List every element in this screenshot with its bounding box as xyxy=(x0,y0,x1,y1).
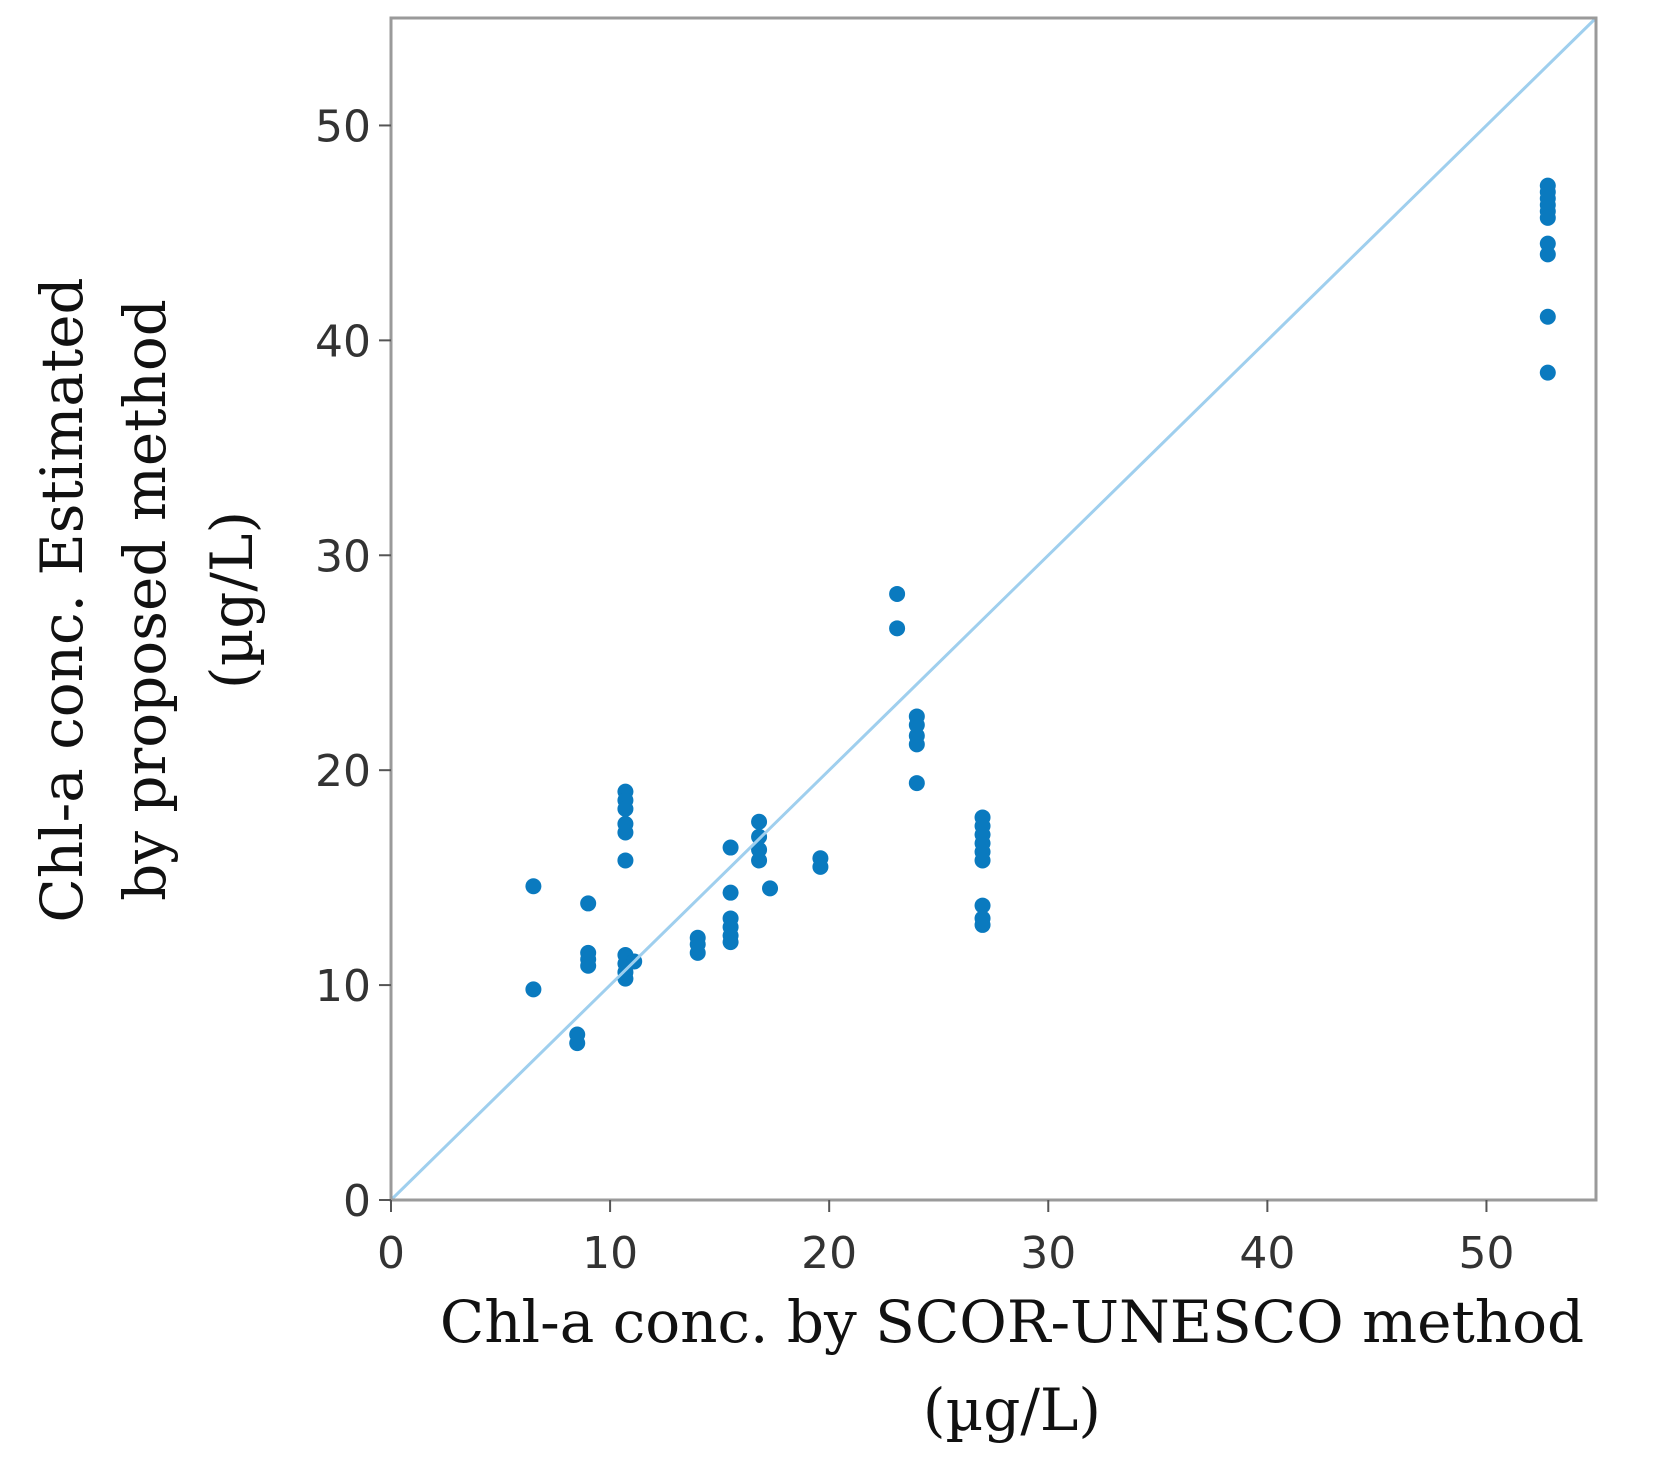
data-point xyxy=(617,824,634,841)
x-axis-title-line-2: (µg/L) xyxy=(923,1376,1101,1444)
data-point xyxy=(751,852,768,869)
y-axis-title-line-2: by proposed method xyxy=(111,299,179,901)
x-tick-label: 10 xyxy=(582,1228,638,1279)
data-point xyxy=(722,934,739,951)
y-tick-label: 0 xyxy=(343,1176,371,1227)
x-tick-label: 30 xyxy=(1020,1228,1076,1279)
reference-line-y-equals-x xyxy=(389,16,1598,1202)
axis-titles: Chl-a conc. by SCOR-UNESCO method (µg/L)… xyxy=(28,277,1584,1444)
data-point xyxy=(617,800,634,817)
data-point xyxy=(1539,364,1556,381)
x-axis-title-line-1: Chl-a conc. by SCOR-UNESCO method xyxy=(440,1288,1584,1356)
y-axis-title-line-1: Chl-a conc. Estimated xyxy=(28,277,96,922)
data-point xyxy=(722,884,739,901)
reference-layer xyxy=(389,16,1598,1202)
y-tick-label: 40 xyxy=(315,316,371,367)
data-point xyxy=(569,1035,586,1052)
data-point xyxy=(1539,246,1556,263)
y-tick-label: 20 xyxy=(315,746,371,797)
y-tick-label: 30 xyxy=(315,531,371,582)
data-point xyxy=(580,957,597,974)
x-tick-label: 40 xyxy=(1239,1228,1295,1279)
data-point xyxy=(689,944,706,961)
y-tick-label: 10 xyxy=(315,961,371,1012)
y-axis-title-line-3: (µg/L) xyxy=(198,511,266,689)
data-point xyxy=(974,897,991,914)
data-point xyxy=(617,970,634,987)
data-point xyxy=(908,736,925,753)
data-point xyxy=(617,852,634,869)
x-tick-label: 50 xyxy=(1458,1228,1514,1279)
x-tick-label: 0 xyxy=(377,1228,405,1279)
data-point xyxy=(722,839,739,856)
data-point xyxy=(1539,209,1556,226)
ticks-layer: 0 10 20 30 40 50 0 10 20 30 40 50 xyxy=(315,101,1514,1279)
data-point xyxy=(525,878,542,895)
data-point xyxy=(889,585,906,602)
data-point xyxy=(812,858,829,875)
plot-frame xyxy=(389,16,1598,1202)
data-point xyxy=(580,895,597,912)
data-point xyxy=(1539,308,1556,325)
data-point xyxy=(762,880,779,897)
y-tick-label: 50 xyxy=(315,101,371,152)
data-point xyxy=(974,852,991,869)
data-point xyxy=(889,620,906,637)
data-point xyxy=(751,813,768,830)
x-tick-label: 20 xyxy=(801,1228,857,1279)
data-point xyxy=(974,916,991,933)
data-point xyxy=(525,981,542,998)
marks-layer xyxy=(525,177,1556,1052)
data-point xyxy=(908,775,925,792)
